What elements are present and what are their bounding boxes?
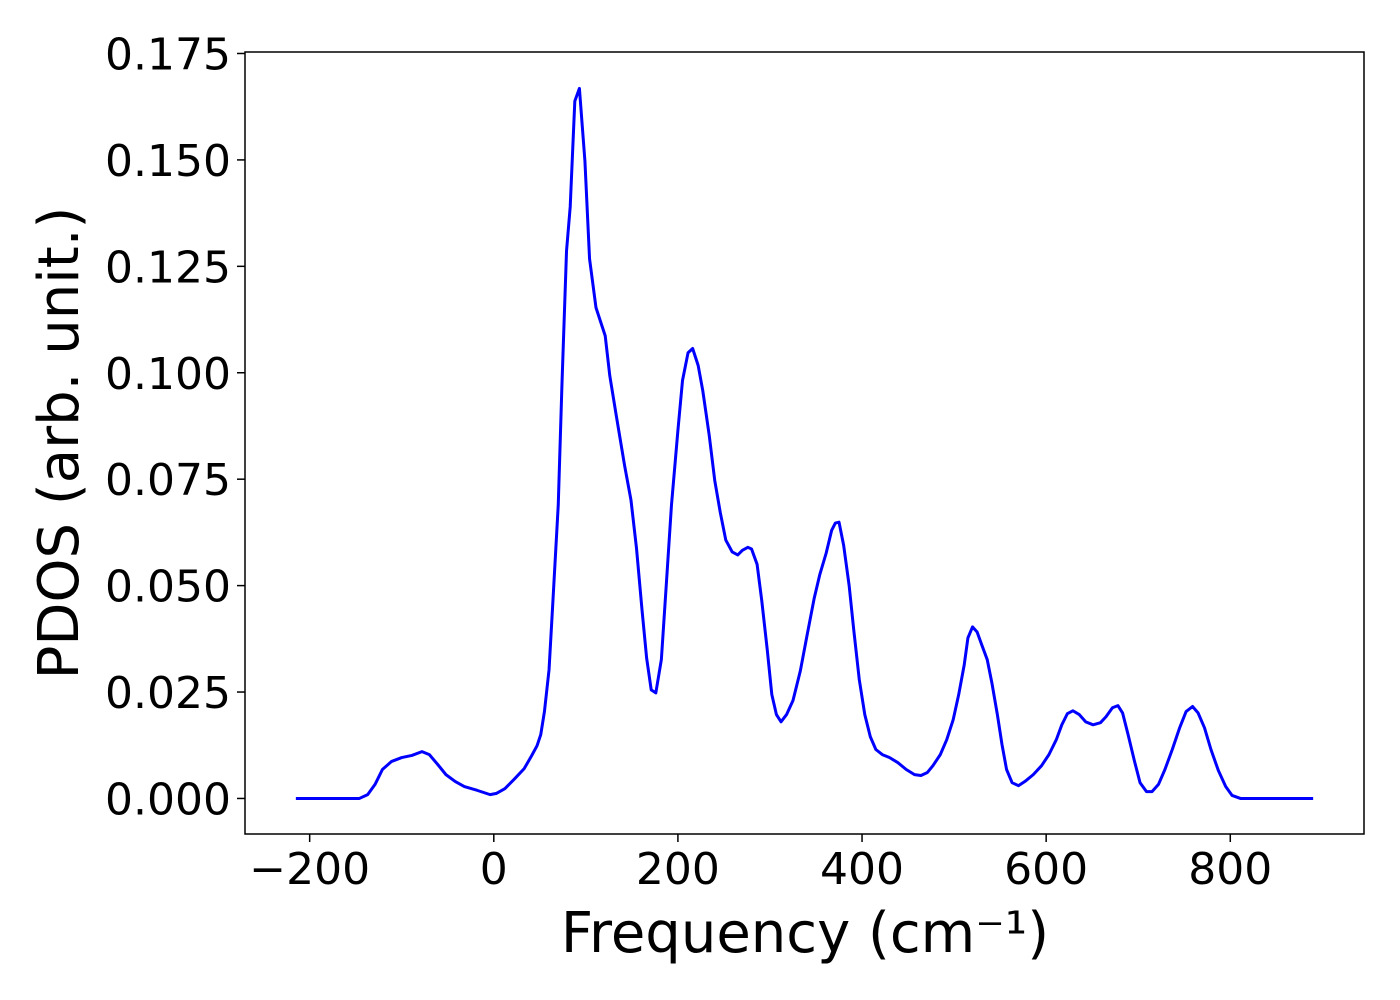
- y-tick-label: 0.050: [105, 562, 231, 613]
- y-axis-label: PDOS (arb. unit.): [27, 207, 92, 680]
- x-axis-label: Frequency (cm⁻¹): [561, 901, 1049, 966]
- y-tick-label: 0.025: [105, 668, 231, 719]
- y-tick-label: 0.150: [105, 136, 231, 187]
- x-tick-label: 400: [820, 844, 904, 895]
- plot-frame: [244, 51, 1365, 835]
- y-tick-label: 0.100: [105, 349, 231, 400]
- x-tick-label: 800: [1188, 844, 1272, 895]
- y-tick-label: 0.175: [105, 29, 231, 80]
- x-tick-label: 200: [636, 844, 720, 895]
- y-tick-label: 0.125: [105, 242, 231, 293]
- x-tick-label: −200: [249, 844, 370, 895]
- x-tick-label: 600: [1004, 844, 1088, 895]
- x-tick-label: 0: [480, 844, 508, 895]
- y-tick-label: 0.000: [105, 774, 231, 825]
- y-tick-label: 0.075: [105, 455, 231, 506]
- data-line: [295, 86, 1314, 800]
